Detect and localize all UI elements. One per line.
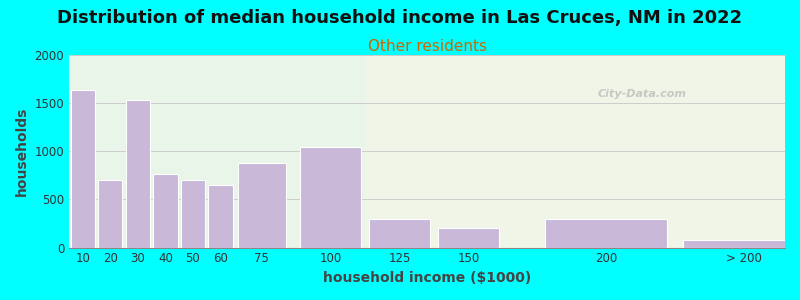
X-axis label: household income ($1000): household income ($1000) xyxy=(323,271,531,285)
Bar xyxy=(238,163,286,248)
Bar xyxy=(300,147,361,247)
Bar xyxy=(70,90,95,248)
Text: Distribution of median household income in Las Cruces, NM in 2022: Distribution of median household income … xyxy=(58,9,742,27)
Y-axis label: households: households xyxy=(15,107,29,196)
Text: City-Data.com: City-Data.com xyxy=(598,88,686,99)
Bar xyxy=(181,180,205,247)
Bar xyxy=(365,46,785,247)
Bar xyxy=(126,100,150,247)
Bar xyxy=(438,228,498,248)
Bar xyxy=(546,219,666,247)
Bar xyxy=(683,240,800,247)
Bar xyxy=(208,185,233,248)
Bar xyxy=(98,180,122,247)
Bar xyxy=(154,175,178,248)
Title: Other residents: Other residents xyxy=(367,39,486,54)
Bar xyxy=(369,219,430,247)
